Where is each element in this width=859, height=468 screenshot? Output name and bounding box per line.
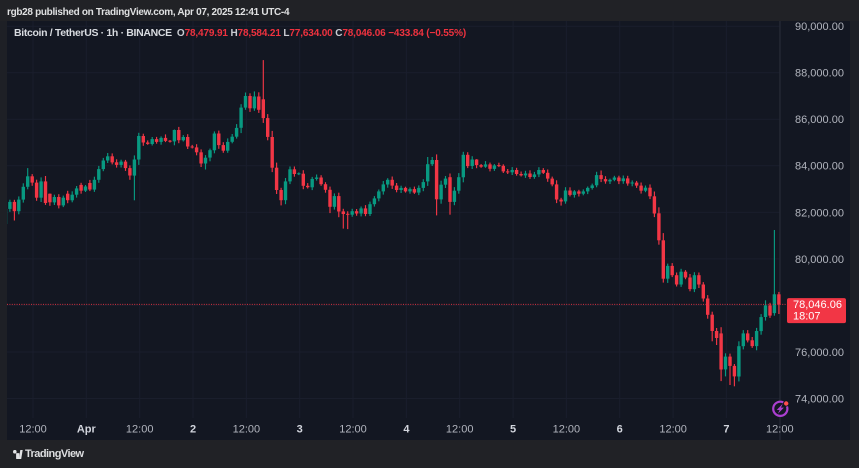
svg-text:Apr: Apr [77,424,97,436]
svg-text:78,046.06: 78,046.06 [793,299,842,311]
svg-text:2: 2 [190,424,196,436]
svg-text:12:00: 12:00 [233,424,261,436]
svg-text:12:00: 12:00 [766,424,794,436]
svg-text:84,000.00: 84,000.00 [795,161,844,173]
svg-text:7: 7 [723,424,729,436]
svg-text:6: 6 [617,424,623,436]
svg-text:82,000.00: 82,000.00 [795,207,844,219]
svg-text:86,000.00: 86,000.00 [795,114,844,126]
svg-text:90,000.00: 90,000.00 [795,21,844,33]
svg-text:76,000.00: 76,000.00 [795,347,844,359]
svg-text:88,000.00: 88,000.00 [795,68,844,80]
svg-text:12:00: 12:00 [126,424,154,436]
svg-text:12:00: 12:00 [446,424,474,436]
svg-text:12:00: 12:00 [19,424,47,436]
svg-text:12:00: 12:00 [659,424,687,436]
svg-text:3: 3 [297,424,303,436]
svg-text:12:00: 12:00 [553,424,581,436]
svg-text:74,000.00: 74,000.00 [795,393,844,405]
svg-text:5: 5 [510,424,516,436]
svg-text:18:07: 18:07 [793,311,821,323]
svg-text:80,000.00: 80,000.00 [795,254,844,266]
svg-text:12:00: 12:00 [339,424,367,436]
svg-text:4: 4 [403,424,410,436]
